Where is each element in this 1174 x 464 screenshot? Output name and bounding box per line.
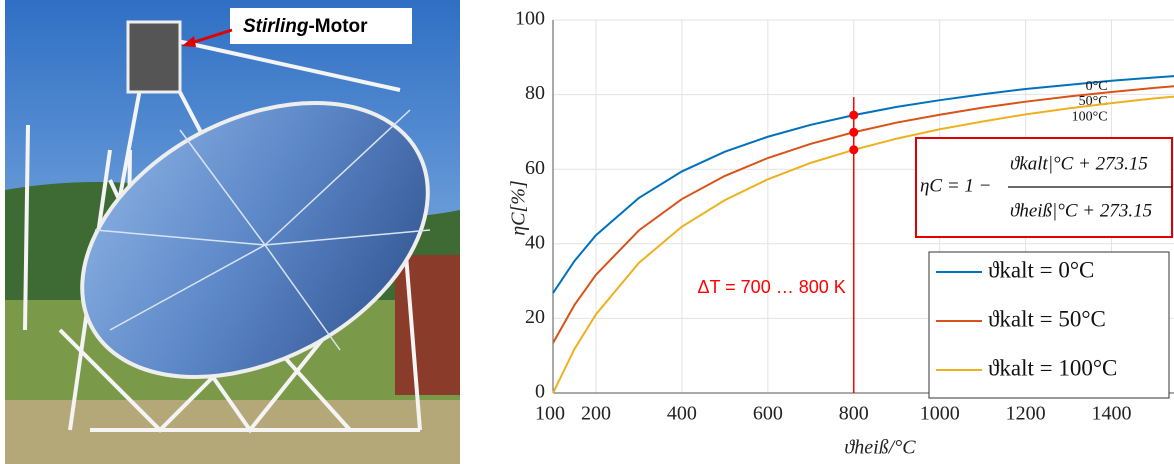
legend-label: ϑkalt = 0°C	[988, 257, 1094, 282]
formula-denominator: ϑheiß|°C + 273.15	[1010, 200, 1152, 221]
x-tick-label: 600	[753, 403, 783, 425]
y-tick-label: 20	[525, 306, 545, 328]
legend-box	[928, 251, 1170, 399]
y-tick-label: 0	[535, 381, 545, 403]
y-tick-label: 80	[525, 82, 545, 104]
x-axis-label: ϑheiß/°C	[844, 437, 916, 459]
photo: Stirling-Motor	[5, 0, 460, 464]
label-rest: -Motor	[308, 16, 368, 37]
y-tick-label: 60	[525, 157, 545, 179]
chart: 0 20 40 60 80 100 100 200 400 600 800 1000 1200 1400 ϑ…	[508, 8, 1174, 459]
legend-label: ϑkalt = 50°C	[988, 306, 1106, 331]
x-tick-label: 1000	[920, 403, 960, 425]
formula-lhs: ηC = 1 −	[920, 175, 992, 196]
x-tick-label: 800	[839, 403, 869, 425]
marker-dot	[849, 127, 859, 137]
x-tick-label: 100	[535, 403, 565, 425]
x-tick-label: 1400	[1092, 403, 1132, 425]
x-tick-label: 200	[581, 403, 611, 425]
legend-label: ϑkalt = 100°C	[988, 355, 1117, 380]
end-label: 0°C	[1086, 79, 1108, 94]
y-axis-label: ηC[%]	[508, 180, 530, 236]
end-label: 100°C	[1072, 109, 1108, 124]
marker-dot	[849, 110, 859, 120]
y-tick-label: 40	[525, 231, 545, 253]
annotation: ΔT = 700 … 800 K	[697, 277, 845, 297]
formula-numerator: ϑkalt|°C + 273.15	[1010, 153, 1148, 174]
marker-dot	[849, 145, 859, 155]
x-tick-label: 1200	[1006, 403, 1046, 425]
x-tick-label: 400	[667, 403, 697, 425]
photo-label: Stirling-Motor	[243, 16, 368, 37]
y-tick-label: 100	[515, 8, 545, 30]
label-italic: Stirling	[243, 16, 309, 37]
